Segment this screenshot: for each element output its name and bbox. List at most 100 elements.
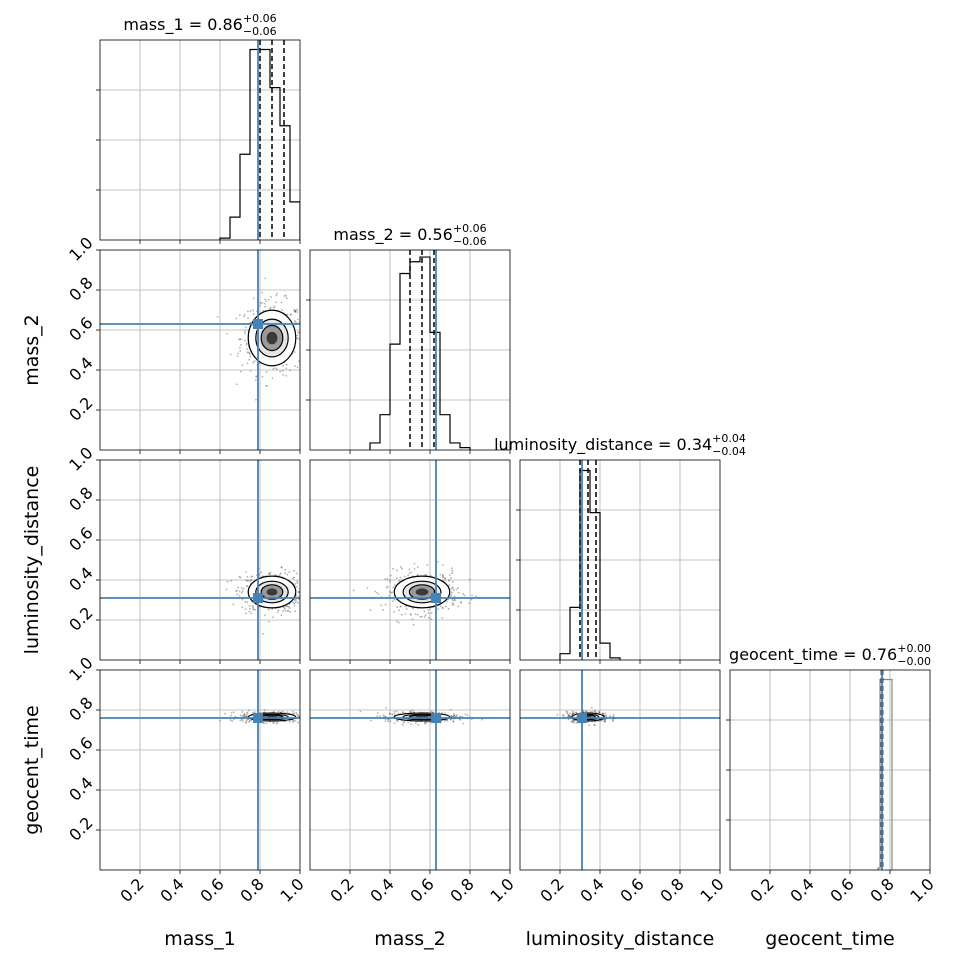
hist-panel-mass_1: mass_1 = 0.86+0.06 −0.06 — [96, 12, 301, 244]
histogram-step — [369, 256, 471, 450]
x-axis-label: mass_1 — [164, 928, 236, 950]
y-tick-label: 0.6 — [65, 313, 96, 344]
truth-marker — [253, 713, 263, 723]
panel-title: mass_2 = 0.56+0.06 −0.06 — [333, 222, 486, 248]
contour-level — [266, 331, 278, 345]
x-tick-label: 0.4 — [366, 874, 397, 905]
y-tick-label: 0.2 — [65, 393, 96, 424]
y-tick-label: 0.2 — [65, 603, 96, 634]
title-minus: −0.04 — [712, 445, 746, 458]
x-axis-label: geocent_time — [765, 928, 894, 950]
density-panel-luminosity_distance-vs-geocent_time: 0.2 0.4 0.6 0.8 1.0 — [519, 669, 728, 906]
y-axis-label: geocent_time — [21, 705, 43, 834]
y-axis-label: luminosity_distance — [21, 466, 43, 655]
y-tick-label: 0.6 — [65, 733, 96, 764]
density — [219, 709, 300, 725]
density — [225, 566, 300, 635]
y-tick-label: 0.4 — [65, 563, 96, 594]
grid — [100, 670, 300, 870]
x-tick-label: 0.2 — [536, 874, 567, 905]
panel-title: luminosity_distance = 0.34+0.04 −0.04 — [494, 432, 746, 458]
x-axis-label: mass_2 — [374, 928, 446, 950]
y-tick-label: 1.0 — [65, 653, 96, 684]
x-tick-label: 1.0 — [906, 874, 937, 905]
x-tick-label: 0.8 — [446, 874, 477, 905]
truth-marker — [431, 593, 441, 603]
hist-panel-geocent_time: geocent_time = 0.76+0.00 −0.00 0.2 0.4 0.6 0.… — [726, 642, 938, 906]
density-panel-mass_2-vs-luminosity_distance — [309, 459, 511, 664]
panel-frame — [309, 459, 511, 661]
y-tick-label: 1.0 — [65, 233, 96, 264]
title-median: 0.34 — [677, 435, 713, 454]
title-minus: −0.06 — [243, 25, 277, 38]
title-median: 0.86 — [207, 15, 243, 34]
title-median: 0.76 — [862, 645, 898, 664]
x-axis-label: luminosity_distance — [526, 928, 715, 950]
grid — [730, 670, 930, 870]
truth-marker — [577, 713, 587, 723]
x-tick-label: 0.4 — [156, 874, 187, 905]
title-minus: −0.06 — [453, 235, 487, 248]
x-tick-label: 0.2 — [326, 874, 357, 905]
truth-marker — [253, 593, 263, 603]
x-tick-label: 0.6 — [196, 874, 227, 905]
x-tick-label: 1.0 — [276, 874, 307, 905]
contour-level — [415, 588, 429, 596]
x-tick-label: 0.4 — [786, 874, 817, 905]
panel-title: geocent_time = 0.76+0.00 −0.00 — [729, 642, 931, 668]
density-panel-mass_2-vs-geocent_time: 0.2 0.4 0.6 0.8 1.0 — [309, 669, 518, 906]
panel-frame — [519, 669, 721, 871]
title-median: 0.56 — [417, 225, 453, 244]
x-tick-label: 0.8 — [656, 874, 687, 905]
x-tick-label: 1.0 — [486, 874, 517, 905]
histogram-step — [559, 469, 621, 660]
density-panel-mass_1-vs-geocent_time: 0.2 0.4 0.6 0.8 1.0 0.2 0.4 0.6 0.8 1.0 — [65, 653, 308, 906]
title-plus: +0.06 — [453, 222, 487, 235]
x-tick-label: 0.6 — [826, 874, 857, 905]
grid — [310, 670, 510, 870]
contour-level — [266, 588, 278, 596]
truth-marker — [431, 713, 441, 723]
y-tick-label: 0.2 — [65, 813, 96, 844]
title-text: mass_2 = — [333, 225, 417, 245]
x-tick-label: 0.8 — [866, 874, 897, 905]
x-tick-label: 0.6 — [616, 874, 647, 905]
y-tick-label: 0.8 — [65, 483, 96, 514]
hist-panel-mass_2: mass_2 = 0.56+0.06 −0.06 — [306, 222, 511, 454]
density-panel-mass_1-vs-mass_2: 0.2 0.4 0.6 0.8 1.0 — [65, 233, 301, 454]
x-tick-label: 1.0 — [696, 874, 727, 905]
truth-marker — [253, 319, 263, 329]
y-tick-label: 0.4 — [65, 353, 96, 384]
title-text: geocent_time = — [729, 645, 862, 665]
title-plus: +0.06 — [243, 12, 277, 25]
panel-frame — [309, 669, 511, 871]
histogram-step — [877, 678, 893, 870]
x-tick-label: 0.6 — [406, 874, 437, 905]
x-tick-label: 0.2 — [116, 874, 147, 905]
panel-frame — [99, 249, 301, 451]
panel-title: mass_1 = 0.86+0.06 −0.06 — [123, 12, 276, 38]
y-tick-label: 1.0 — [65, 443, 96, 474]
title-text: luminosity_distance = — [494, 435, 676, 455]
grid — [520, 460, 720, 660]
grid — [520, 670, 720, 870]
x-tick-label: 0.2 — [746, 874, 777, 905]
grid — [310, 460, 510, 660]
panel-frame — [99, 459, 301, 661]
density-panel-mass_1-vs-luminosity_distance: 0.2 0.4 0.6 0.8 1.0 — [65, 443, 301, 664]
title-plus: +0.00 — [897, 642, 931, 655]
x-tick-label: 0.4 — [576, 874, 607, 905]
density — [216, 277, 300, 401]
hist-panel-luminosity_distance: luminosity_distance = 0.34+0.04 −0.04 — [494, 432, 746, 664]
grid — [100, 460, 300, 660]
y-tick-label: 0.6 — [65, 523, 96, 554]
y-axis-label: mass_2 — [21, 314, 43, 386]
title-text: mass_1 = — [123, 15, 207, 35]
y-tick-label: 0.4 — [65, 773, 96, 804]
density — [352, 560, 477, 626]
x-tick-label: 0.8 — [236, 874, 267, 905]
panel-frame — [99, 669, 301, 871]
title-plus: +0.04 — [712, 432, 746, 445]
y-tick-label: 0.8 — [65, 273, 96, 304]
